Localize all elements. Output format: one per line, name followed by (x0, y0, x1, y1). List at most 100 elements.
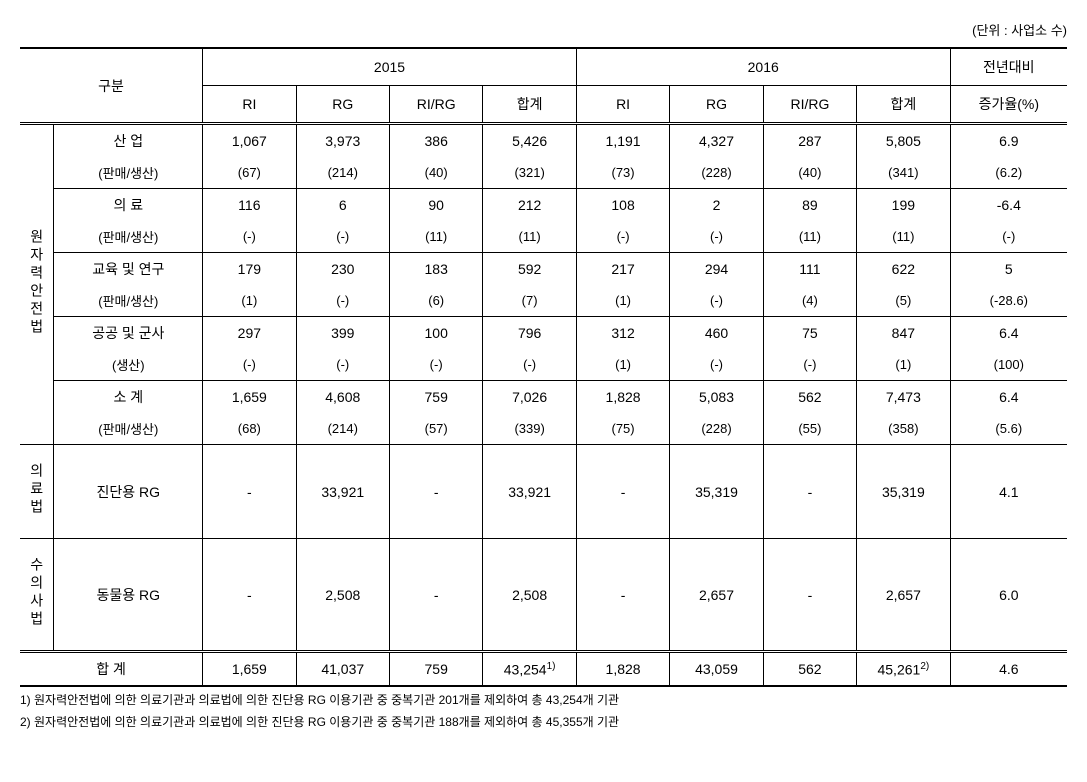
cell: 33,921 (296, 445, 389, 539)
cell: 592 (483, 253, 576, 286)
header-2016-rg: RG (670, 86, 763, 124)
cell: 297 (203, 317, 296, 350)
row-public-sublabel: (생산) (54, 349, 203, 381)
row-medical-sublabel: (판매/생산) (54, 221, 203, 253)
cell: - (203, 539, 296, 652)
header-2015-total: 합계 (483, 86, 576, 124)
table-container: (단위 : 사업소 수) 구분 2015 2016 전년대비 RI RG RI/… (20, 20, 1067, 731)
cell: 212 (483, 189, 576, 222)
group-medical: 의료법 (20, 445, 54, 539)
cell: (-) (296, 349, 389, 381)
cell: 1,828 (576, 652, 669, 687)
cell: (40) (763, 157, 856, 189)
cell: (1) (576, 349, 669, 381)
cell: (-) (296, 221, 389, 253)
cell-total-2016: 45,2612) (857, 652, 950, 687)
cell: (5) (857, 285, 950, 317)
header-2016: 2016 (576, 48, 950, 86)
cell: (214) (296, 413, 389, 445)
cell: 3,973 (296, 124, 389, 158)
cell: (339) (483, 413, 576, 445)
row-industry-label: 산 업 (54, 124, 203, 158)
header-2015: 2015 (203, 48, 577, 86)
cell: 1,659 (203, 381, 296, 414)
cell: 4,608 (296, 381, 389, 414)
row-edu-sublabel: (판매/생산) (54, 285, 203, 317)
cell: 43,059 (670, 652, 763, 687)
group-veterinary: 수의사법 (20, 539, 54, 652)
cell: 217 (576, 253, 669, 286)
cell: (11) (857, 221, 950, 253)
cell: 230 (296, 253, 389, 286)
cell: 287 (763, 124, 856, 158)
cell: (5.6) (950, 413, 1067, 445)
cell: (-) (670, 285, 763, 317)
footnote-2: 2) 원자력안전법에 의한 의료기관과 의료법에 의한 진단용 RG 이용기관 … (20, 713, 1067, 731)
header-rate-sub: 증가율(%) (950, 86, 1067, 124)
cell: 6.4 (950, 381, 1067, 414)
footnote-1: 1) 원자력안전법에 의한 의료기관과 의료법에 의한 진단용 RG 이용기관 … (20, 691, 1067, 709)
cell: (-) (576, 221, 669, 253)
cell: 386 (389, 124, 482, 158)
cell: (-) (203, 349, 296, 381)
cell: 294 (670, 253, 763, 286)
header-2016-ri: RI (576, 86, 669, 124)
header-2015-rirg: RI/RG (389, 86, 482, 124)
cell: 179 (203, 253, 296, 286)
cell: (11) (389, 221, 482, 253)
cell: (-28.6) (950, 285, 1067, 317)
cell: (68) (203, 413, 296, 445)
cell: 116 (203, 189, 296, 222)
cell: 4,327 (670, 124, 763, 158)
cell: 33,921 (483, 445, 576, 539)
cell: 5,426 (483, 124, 576, 158)
cell: 6.4 (950, 317, 1067, 350)
cell: (228) (670, 413, 763, 445)
unit-label: (단위 : 사업소 수) (20, 20, 1067, 39)
cell: 1,067 (203, 124, 296, 158)
cell: (11) (763, 221, 856, 253)
cell: 2,657 (857, 539, 950, 652)
cell: 4.6 (950, 652, 1067, 687)
header-2015-rg: RG (296, 86, 389, 124)
header-2015-ri: RI (203, 86, 296, 124)
cell: 847 (857, 317, 950, 350)
cell: (55) (763, 413, 856, 445)
cell: 183 (389, 253, 482, 286)
cell: (-) (670, 221, 763, 253)
cell: (321) (483, 157, 576, 189)
cell: 2,657 (670, 539, 763, 652)
header-2016-rirg: RI/RG (763, 86, 856, 124)
cell: (-) (950, 221, 1067, 253)
cell: 1,828 (576, 381, 669, 414)
cell: 312 (576, 317, 669, 350)
row-total-label: 합 계 (20, 652, 203, 687)
cell: 7,026 (483, 381, 576, 414)
cell: 2 (670, 189, 763, 222)
cell: (-) (296, 285, 389, 317)
group-nuclear: 원자력안전법 (20, 124, 54, 445)
cell: (40) (389, 157, 482, 189)
row-medical-label: 의 료 (54, 189, 203, 222)
cell: (73) (576, 157, 669, 189)
header-category: 구분 (20, 48, 203, 124)
cell: (6) (389, 285, 482, 317)
cell: (6.2) (950, 157, 1067, 189)
cell: 5 (950, 253, 1067, 286)
cell: 759 (389, 381, 482, 414)
header-rate: 전년대비 (950, 48, 1067, 86)
cell: - (763, 445, 856, 539)
cell: 622 (857, 253, 950, 286)
cell: 1,191 (576, 124, 669, 158)
cell: 41,037 (296, 652, 389, 687)
cell: 35,319 (857, 445, 950, 539)
row-diag-rg-label: 진단용 RG (54, 445, 203, 539)
cell: 90 (389, 189, 482, 222)
cell: (-) (483, 349, 576, 381)
cell: (-) (670, 349, 763, 381)
cell: 1,659 (203, 652, 296, 687)
header-2016-total: 합계 (857, 86, 950, 124)
cell: - (389, 539, 482, 652)
cell: 100 (389, 317, 482, 350)
cell-total-2015: 43,2541) (483, 652, 576, 687)
